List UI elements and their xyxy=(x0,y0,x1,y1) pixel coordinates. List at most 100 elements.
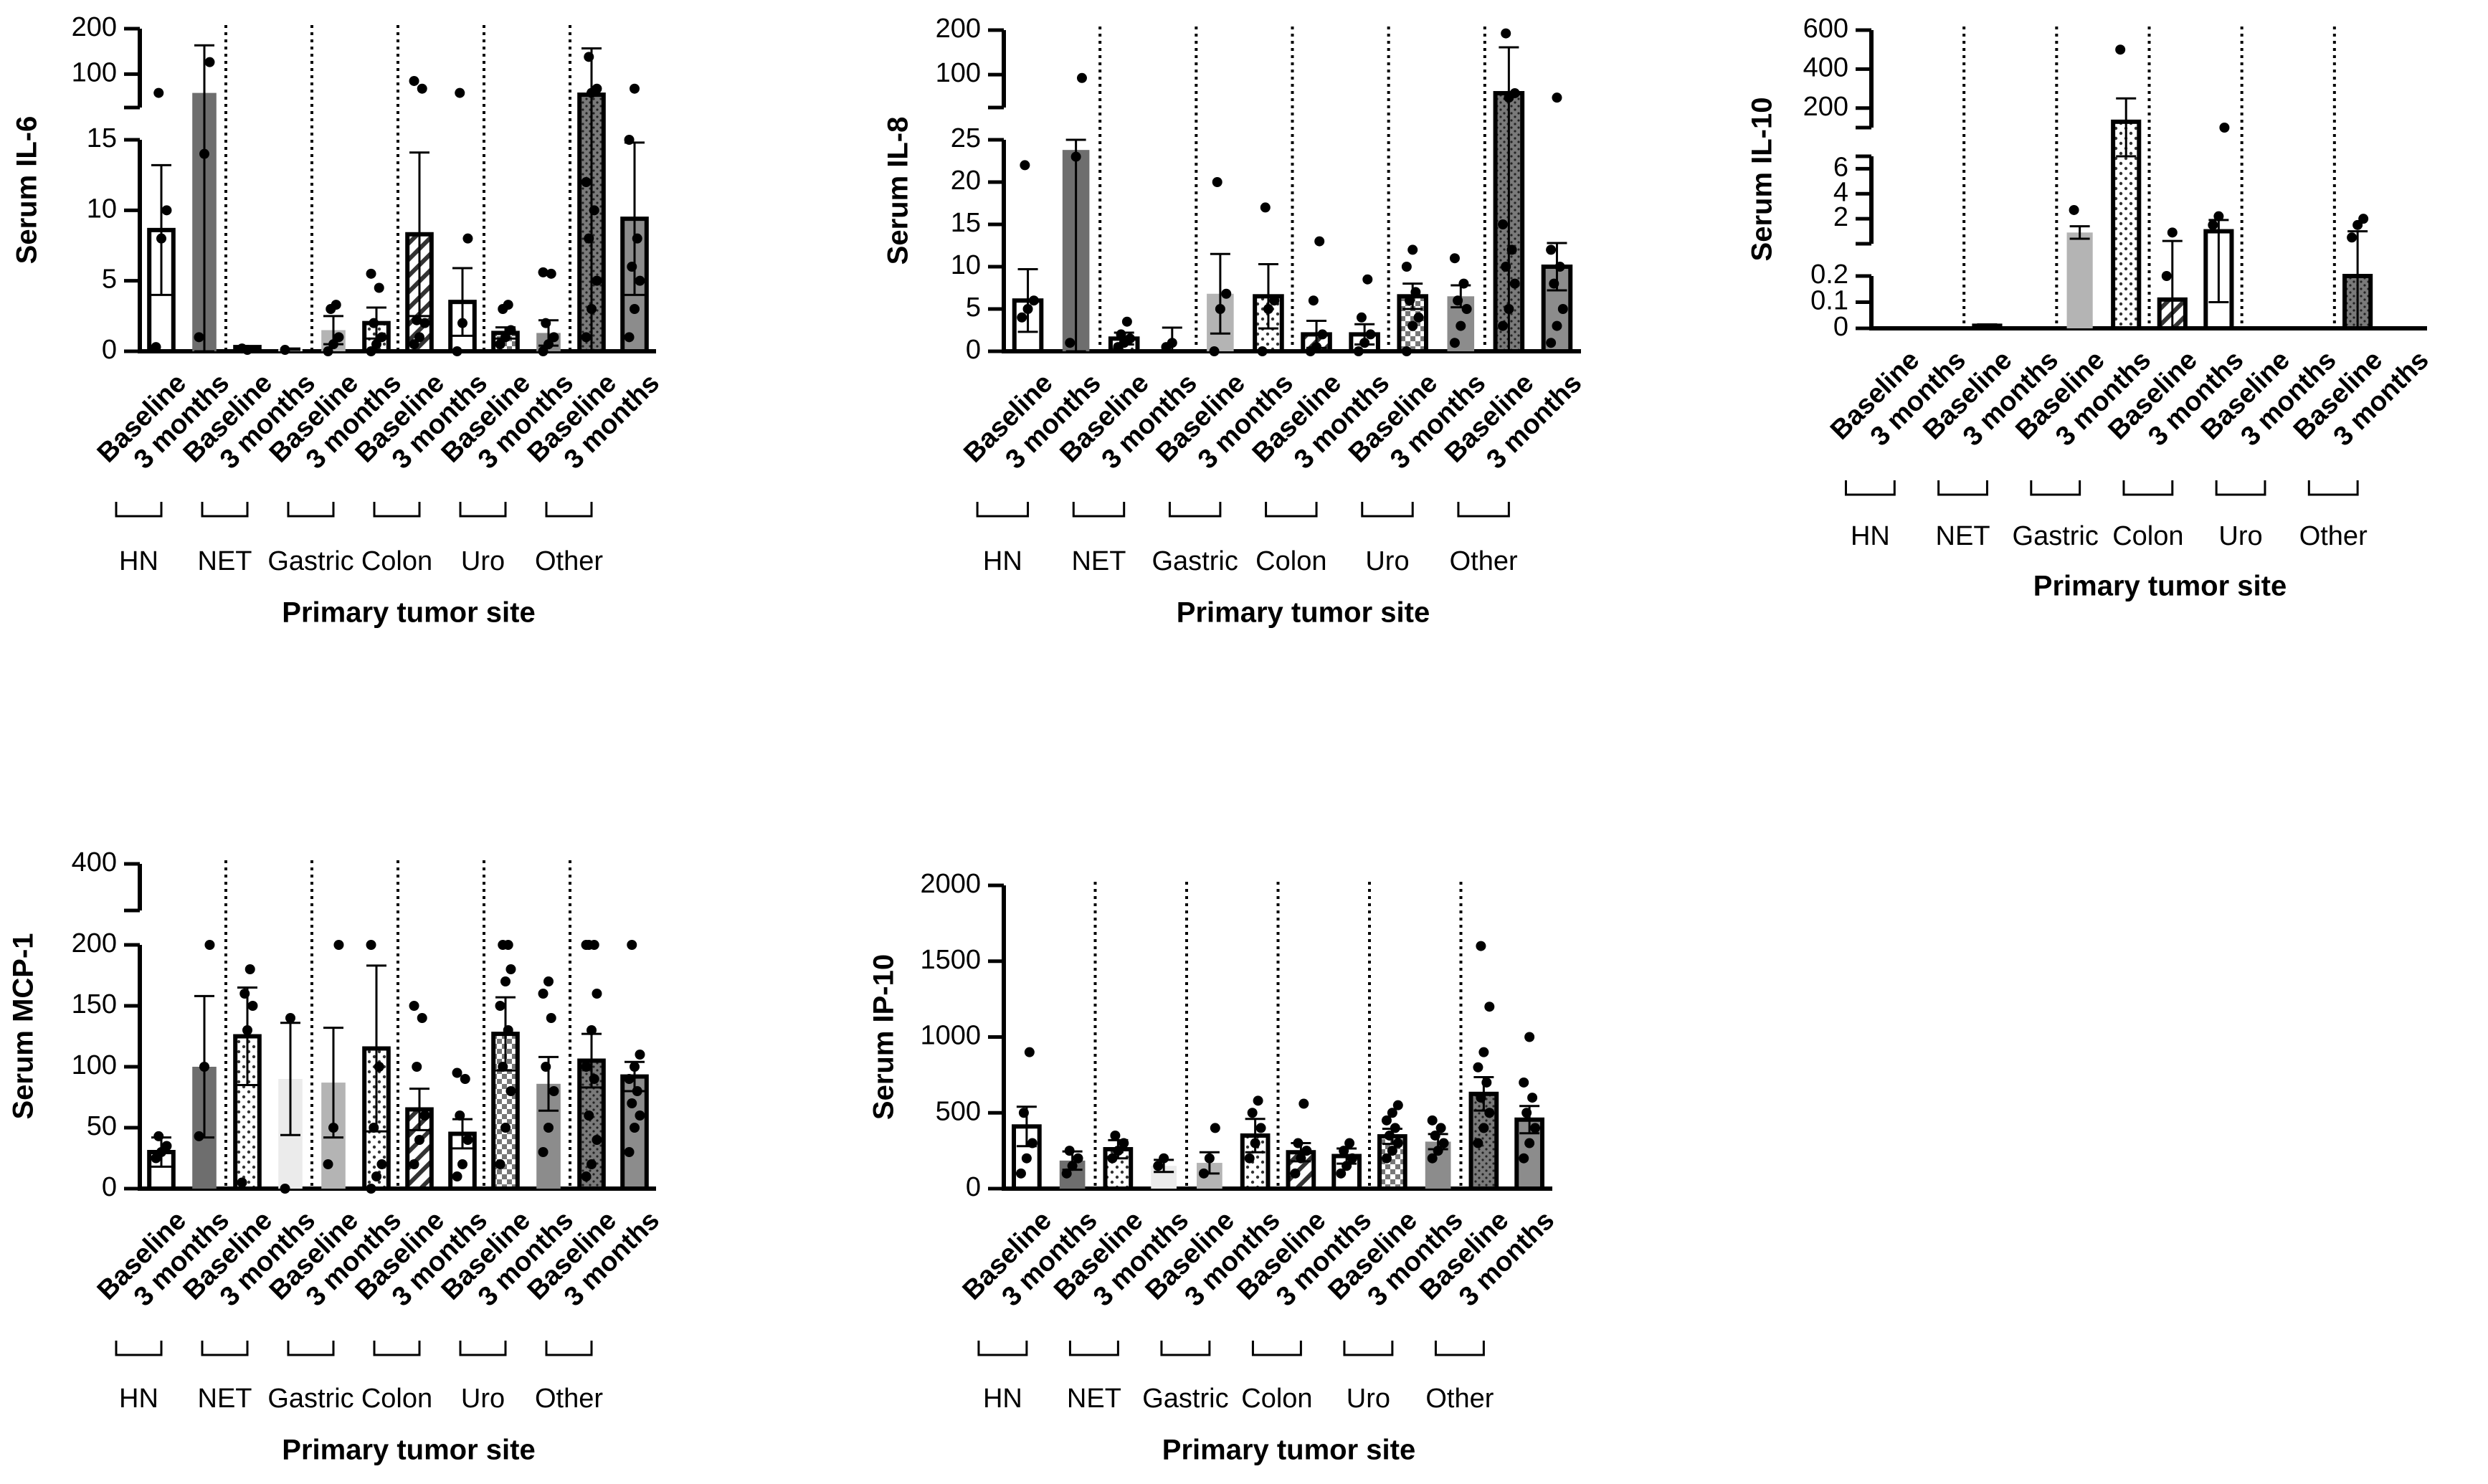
x-axis-title: Primary tumor site xyxy=(1177,597,1430,629)
group-label: Uro xyxy=(1365,546,1409,576)
data-point xyxy=(204,940,215,950)
data-point xyxy=(1381,1115,1392,1126)
data-point xyxy=(627,940,637,950)
data-point xyxy=(1024,1047,1035,1057)
data-point xyxy=(624,1147,635,1157)
data-point xyxy=(204,57,215,67)
data-point xyxy=(1257,346,1268,356)
group-label: Uro xyxy=(1347,1384,1390,1414)
group-bracket xyxy=(545,1341,593,1356)
data-point xyxy=(1390,1123,1400,1133)
data-point xyxy=(1125,333,1136,344)
data-point xyxy=(581,1171,592,1181)
group-bracket xyxy=(1068,1341,1119,1356)
data-point xyxy=(457,1159,467,1169)
group-bracket xyxy=(1457,502,1510,518)
data-point xyxy=(452,1067,462,1078)
group-label: NET xyxy=(1067,1384,1121,1414)
data-point xyxy=(1387,1108,1397,1118)
data-point xyxy=(2115,44,2126,55)
data-point xyxy=(1022,304,1033,314)
group-bracket xyxy=(1343,1341,1394,1356)
data-point xyxy=(505,1086,516,1096)
data-point xyxy=(1311,342,1322,353)
data-point xyxy=(1392,1138,1403,1148)
data-point xyxy=(1255,1123,1266,1133)
group-label: HN xyxy=(1851,521,1890,551)
data-point xyxy=(1453,295,1463,306)
data-point xyxy=(1061,1168,1072,1179)
data-point xyxy=(1381,1153,1392,1164)
data-point xyxy=(409,339,419,350)
y-tick-label: 0 xyxy=(102,335,117,365)
data-point xyxy=(417,1013,427,1023)
data-point xyxy=(2347,232,2358,243)
data-point xyxy=(1015,1168,1026,1179)
data-point xyxy=(1028,295,1039,306)
data-point xyxy=(1405,295,1415,306)
data-point xyxy=(242,1025,252,1035)
y-tick-label: 200 xyxy=(936,14,981,44)
group-bracket xyxy=(1361,502,1414,518)
y-tick-label: 6 xyxy=(1833,152,1848,182)
data-point xyxy=(1476,941,1486,951)
group-label: Other xyxy=(1450,546,1518,576)
data-point xyxy=(1433,1146,1443,1156)
data-point xyxy=(199,1062,209,1072)
data-point xyxy=(635,1110,645,1121)
data-point xyxy=(1342,1161,1352,1171)
data-point xyxy=(460,1074,470,1084)
data-point xyxy=(153,87,164,98)
data-point xyxy=(419,318,430,328)
data-point xyxy=(632,1086,642,1096)
data-point xyxy=(374,1062,384,1072)
data-point xyxy=(635,275,645,286)
data-point xyxy=(1215,304,1225,314)
y-tick-label: 10 xyxy=(951,250,981,280)
data-point xyxy=(1119,1138,1129,1148)
group-label: NET xyxy=(198,546,252,576)
data-point xyxy=(1298,1098,1309,1109)
data-point xyxy=(1353,346,1364,356)
data-point xyxy=(1401,262,1412,272)
group-label: HN xyxy=(983,546,1022,576)
group-bracket xyxy=(459,502,507,518)
data-point xyxy=(549,332,559,343)
data-point xyxy=(1020,160,1030,171)
data-point xyxy=(1253,1095,1263,1106)
data-point xyxy=(156,233,166,244)
group-bracket xyxy=(201,502,249,518)
y-tick-label: 0 xyxy=(966,335,981,365)
y-tick-label: 50 xyxy=(87,1111,117,1141)
data-point xyxy=(2069,204,2079,215)
group-bracket xyxy=(545,502,593,518)
data-point xyxy=(1509,87,1520,98)
data-point xyxy=(1296,1153,1306,1164)
data-point xyxy=(589,205,599,216)
data-point xyxy=(1473,1062,1483,1072)
y-tick-label: 400 xyxy=(1803,52,1848,82)
y-tick-label: 2000 xyxy=(920,869,981,899)
data-point xyxy=(1250,1138,1260,1148)
group-bracket xyxy=(1251,1341,1302,1356)
y-tick-label: 100 xyxy=(936,58,981,88)
data-point xyxy=(1064,1146,1075,1156)
group-label: Colon xyxy=(2112,521,2183,551)
data-point xyxy=(630,1123,640,1133)
data-point xyxy=(1293,1138,1304,1148)
group-label: Other xyxy=(535,546,603,576)
data-point xyxy=(1244,1153,1255,1164)
y-tick-label: 100 xyxy=(72,57,117,87)
group-bracket xyxy=(287,1341,335,1356)
data-point xyxy=(1107,1153,1118,1164)
data-point xyxy=(1554,262,1565,272)
data-point xyxy=(1407,320,1418,331)
y-tick-label: 5 xyxy=(966,292,981,323)
data-point xyxy=(199,148,209,159)
data-point xyxy=(1435,1123,1446,1133)
data-point xyxy=(414,1135,424,1145)
data-point xyxy=(244,964,255,974)
